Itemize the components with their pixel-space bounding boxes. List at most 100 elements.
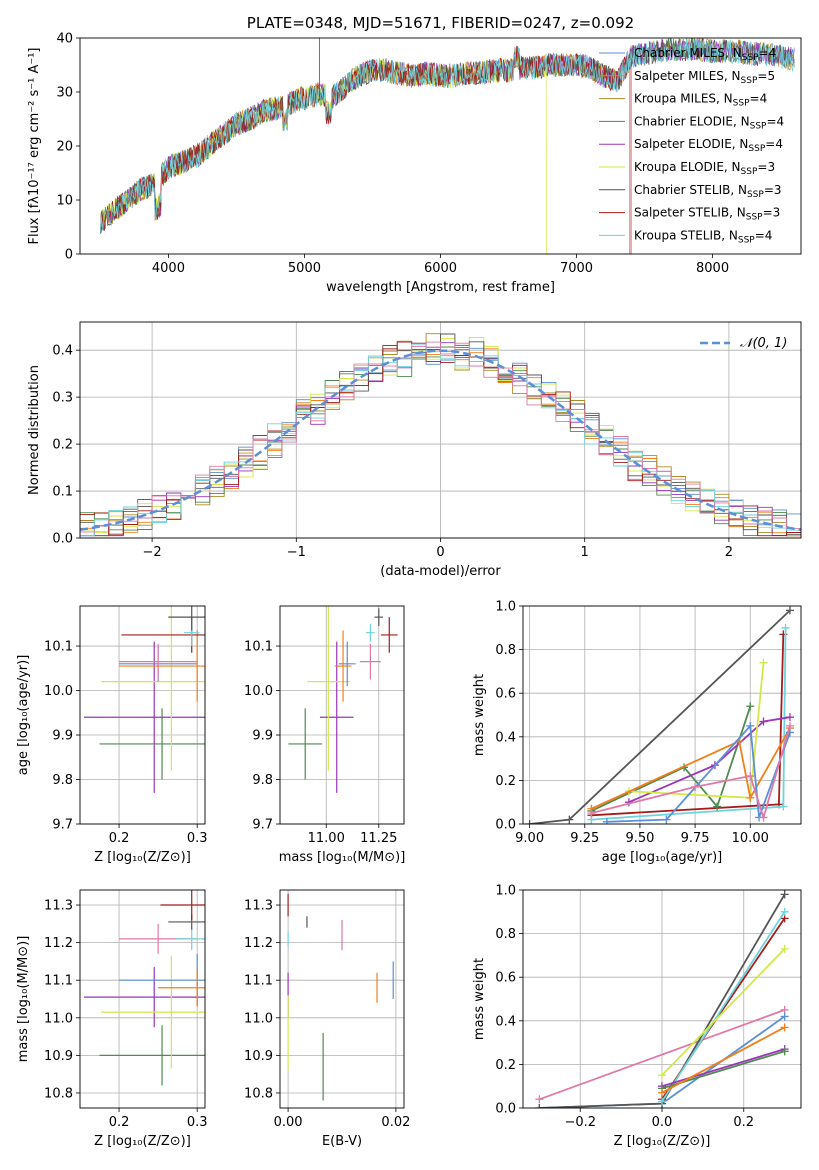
y-tick-label: 40 — [56, 32, 73, 47]
weight-line-6 — [661, 1048, 785, 1088]
y-axis-label: mass [log₁₀(M/M⊙)] — [16, 936, 31, 1063]
legend-subscript: SSP — [748, 144, 765, 154]
axes-frame — [279, 889, 405, 1109]
x-tick-label: 0 — [436, 545, 444, 560]
weight-marker — [785, 721, 794, 730]
y-tick-label: 10.9 — [44, 1049, 73, 1064]
weight-line-4 — [628, 716, 791, 804]
x-tick-label: 9.00 — [515, 831, 544, 846]
legend-value: =4 — [750, 92, 768, 106]
x-tick-label: 6000 — [424, 261, 457, 276]
x-axis-label: Z [log₁₀(Z/Z⊙)] — [94, 850, 191, 865]
chart-title: PLATE=0348, MJD=51671, FIBERID=0247, z=0… — [247, 14, 634, 32]
x-tick-label: 0.02 — [381, 1115, 410, 1130]
x-tick-label: 5000 — [288, 261, 321, 276]
x-tick-label: 0.2 — [109, 1115, 130, 1130]
legend-subscript: SSP — [741, 76, 758, 86]
x-tick-label: 0.3 — [187, 1115, 208, 1130]
legend-entry-1: Salpeter MILES, NSSP=5 — [634, 69, 775, 86]
y-tick-label: 10.9 — [244, 1049, 273, 1064]
legend-subscript: SSP — [747, 190, 764, 200]
y-tick-label: 0.8 — [495, 643, 516, 658]
x-axis-label: E(B-V) — [322, 1134, 362, 1149]
weight-marker — [785, 606, 794, 615]
y-axis-label: mass weight — [472, 674, 487, 756]
weight-marker — [746, 772, 755, 781]
legend-subscript: SSP — [733, 99, 750, 109]
y-tick-label: 0.1 — [52, 485, 73, 500]
weight-marker — [780, 907, 789, 916]
weight-marker — [746, 793, 755, 802]
weight-marker — [785, 713, 794, 722]
y-tick-label: 9.8 — [52, 773, 73, 788]
weight-marker — [780, 1012, 789, 1021]
mass_age-panel: 11.00 11.25 9.7 9.8 9.9 10.0 10.1 mass [log₁₀(M… — [244, 605, 405, 865]
y-tick-label: 10.8 — [244, 1086, 273, 1101]
weight-marker — [535, 1104, 544, 1108]
x-tick-label: 10.00 — [732, 831, 769, 846]
x-axis-label: Z [log₁₀(Z/Z⊙)] — [94, 1134, 191, 1149]
legend-entry-2: Kroupa MILES, NSSP=4 — [634, 92, 767, 109]
axes-frame — [79, 37, 802, 255]
y-tick-label: 10.8 — [44, 1086, 73, 1101]
legend-subscript: SSP — [742, 53, 759, 63]
axes-frame — [79, 321, 802, 539]
weight-marker — [759, 717, 768, 726]
weight-marker — [565, 815, 574, 824]
normal-curve — [80, 349, 801, 532]
legend-value: =3 — [757, 160, 775, 174]
y-tick-label: 11.2 — [44, 936, 73, 951]
y-tick-label: 9.7 — [252, 818, 273, 833]
weight-line-3 — [591, 706, 752, 812]
y-tick-label: 10.1 — [44, 640, 73, 655]
y-tick-label: 0.2 — [495, 1058, 516, 1073]
y-tick-label: 10.1 — [244, 640, 273, 655]
x-tick-label: 0.2 — [733, 1115, 754, 1130]
y-tick-label: 9.9 — [252, 729, 273, 744]
legend-value: =3 — [763, 206, 781, 220]
x-tick-label: −2 — [143, 545, 162, 560]
y-tick-label: 20 — [56, 140, 73, 155]
ebv_mass-panel: 0.00 0.02 10.8 10.9 11.0 11.1 11.2 11.3 E(B-V) — [244, 889, 410, 1149]
x-tick-label: 9.25 — [570, 831, 599, 846]
weight-marker — [713, 802, 722, 811]
y-tick-label: 11.1 — [244, 974, 273, 989]
y-tick-label: 0.0 — [495, 818, 516, 833]
ebv_mass-plot-area — [287, 893, 394, 1101]
weight-marker — [587, 809, 596, 818]
z_mass-plot-area — [83, 890, 205, 1086]
x-tick-label: 4000 — [152, 261, 185, 276]
legend-entry: 𝒩(0, 1) — [740, 336, 787, 351]
x-tick-label: 1 — [581, 545, 589, 560]
x-tick-label: 0.3 — [187, 831, 208, 846]
x-tick-label: 9.75 — [681, 831, 710, 846]
axes-frame — [279, 605, 405, 825]
weight-line-6 — [591, 727, 791, 810]
x-tick-label: −0.2 — [564, 1115, 596, 1130]
legend-value: =4 — [755, 228, 773, 242]
y-axis-label: age [log₁₀(age/yr)] — [16, 655, 31, 776]
y-tick-label: 0.3 — [52, 391, 73, 406]
legend-value: =3 — [764, 183, 782, 197]
legend-entry-7: Salpeter STELIB, NSSP=3 — [634, 206, 780, 223]
x-tick-label: 0.0 — [652, 1115, 673, 1130]
y-tick-label: 9.9 — [52, 729, 73, 744]
x-tick-label: 8000 — [696, 261, 729, 276]
weight-marker — [779, 802, 788, 811]
axes-frame — [79, 889, 206, 1109]
legend-subscript: SSP — [741, 167, 758, 177]
y-tick-label: 10.0 — [244, 684, 273, 699]
weight-line-0 — [539, 1009, 785, 1101]
legend-entry-8: Kroupa STELIB, NSSP=4 — [634, 228, 772, 245]
y-tick-label: 1.0 — [495, 884, 516, 899]
y-tick-label: 0.8 — [495, 927, 516, 942]
y-tick-label: 11.3 — [44, 899, 73, 914]
legend-entry-6: Chabrier STELIB, NSSP=3 — [634, 183, 782, 200]
weight-marker — [658, 1097, 666, 1106]
legend-entry-0: Chabrier MILES, NSSP=4 — [634, 46, 776, 63]
y-tick-label: 0.0 — [52, 532, 73, 547]
histogram-pink — [80, 341, 801, 538]
y-tick-label: 0.4 — [495, 1014, 516, 1029]
residuals-plot-area — [80, 333, 801, 538]
